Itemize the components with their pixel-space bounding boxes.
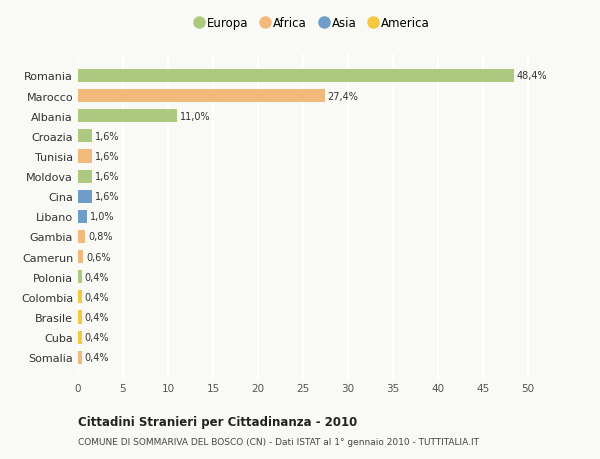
Text: 27,4%: 27,4% bbox=[328, 91, 358, 101]
Text: 1,6%: 1,6% bbox=[95, 192, 119, 202]
Bar bbox=[78, 271, 82, 284]
Bar bbox=[78, 190, 92, 203]
Text: 1,6%: 1,6% bbox=[95, 172, 119, 182]
Bar bbox=[78, 251, 83, 263]
Text: 0,6%: 0,6% bbox=[86, 252, 110, 262]
Bar bbox=[78, 351, 82, 364]
Text: 11,0%: 11,0% bbox=[180, 112, 211, 122]
Text: Cittadini Stranieri per Cittadinanza - 2010: Cittadini Stranieri per Cittadinanza - 2… bbox=[78, 415, 357, 428]
Text: 1,0%: 1,0% bbox=[90, 212, 114, 222]
Text: 0,4%: 0,4% bbox=[84, 353, 109, 363]
Text: 0,8%: 0,8% bbox=[88, 232, 112, 242]
Bar bbox=[78, 331, 82, 344]
Text: COMUNE DI SOMMARIVA DEL BOSCO (CN) - Dati ISTAT al 1° gennaio 2010 - TUTTITALIA.: COMUNE DI SOMMARIVA DEL BOSCO (CN) - Dat… bbox=[78, 437, 479, 446]
Bar bbox=[78, 150, 92, 163]
Text: 1,6%: 1,6% bbox=[95, 151, 119, 162]
Bar bbox=[78, 130, 92, 143]
Legend: Europa, Africa, Asia, America: Europa, Africa, Asia, America bbox=[189, 12, 435, 35]
Bar bbox=[78, 291, 82, 304]
Bar bbox=[78, 90, 325, 103]
Bar bbox=[78, 210, 87, 224]
Bar bbox=[78, 70, 514, 83]
Text: 0,4%: 0,4% bbox=[84, 292, 109, 302]
Text: 0,4%: 0,4% bbox=[84, 332, 109, 342]
Text: 0,4%: 0,4% bbox=[84, 312, 109, 322]
Text: 0,4%: 0,4% bbox=[84, 272, 109, 282]
Text: 48,4%: 48,4% bbox=[516, 71, 547, 81]
Bar bbox=[78, 170, 92, 183]
Text: 1,6%: 1,6% bbox=[95, 132, 119, 141]
Bar bbox=[78, 311, 82, 324]
Bar bbox=[78, 110, 177, 123]
Bar bbox=[78, 230, 85, 243]
